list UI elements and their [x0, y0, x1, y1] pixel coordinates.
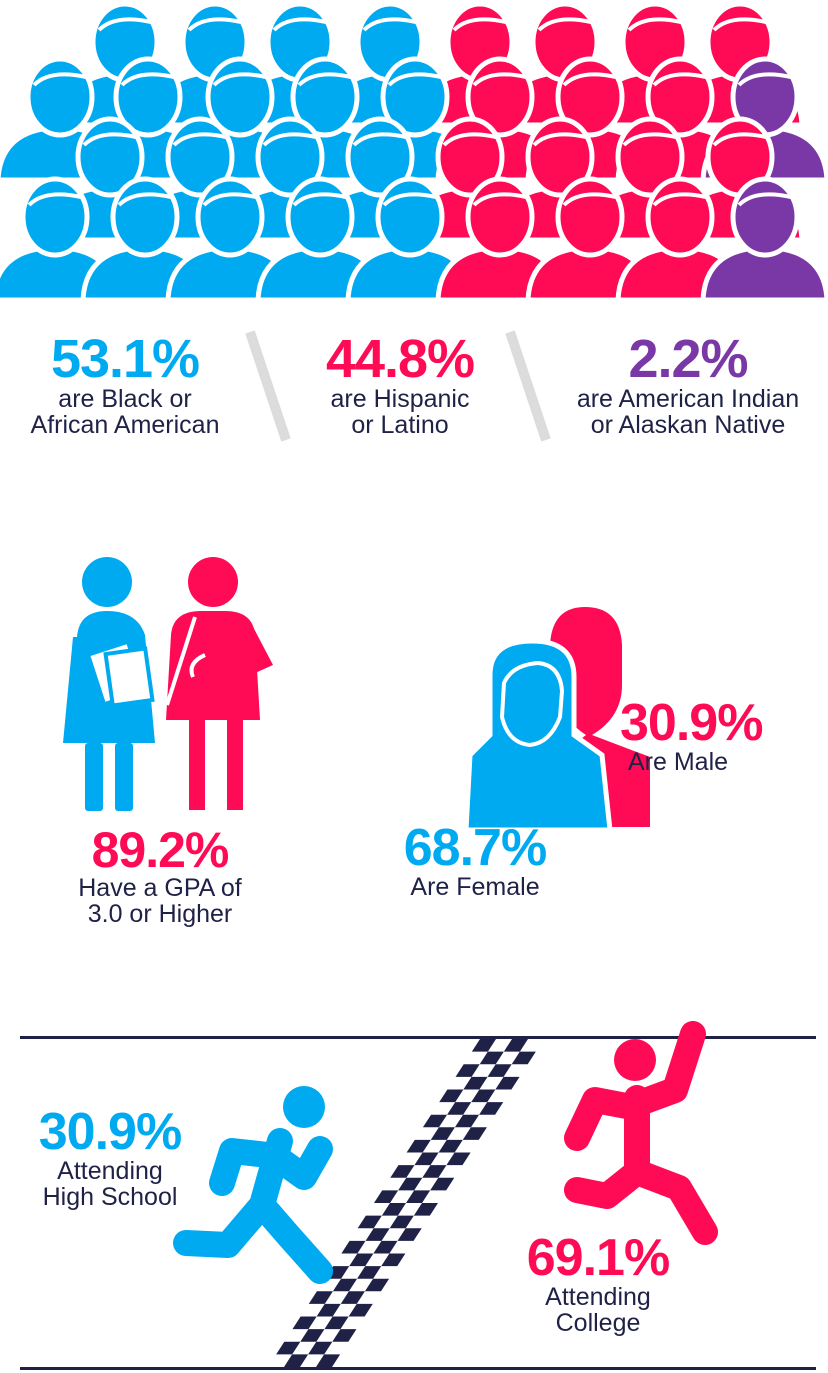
checker-square — [357, 1215, 382, 1229]
stat-college-percent: 69.1% — [526, 1229, 670, 1287]
stat-college-label-1: Attending — [545, 1283, 651, 1311]
checker-square — [463, 1076, 488, 1090]
divider-2 — [500, 330, 560, 442]
checker-square — [414, 1152, 439, 1166]
stat-high-school-label-2: High School — [42, 1183, 178, 1211]
checker-square — [390, 1165, 415, 1178]
checker-square — [364, 1278, 390, 1292]
checker-square — [292, 1316, 317, 1330]
checker-square — [374, 1190, 399, 1203]
runner-finish-icon — [564, 1021, 718, 1245]
runner-icon — [173, 1086, 333, 1284]
checker-square — [413, 1203, 438, 1216]
checker-square — [373, 1240, 398, 1254]
female-head-icon — [463, 638, 613, 830]
checker-square — [308, 1341, 333, 1355]
checker-square — [471, 1039, 496, 1052]
checker-square — [446, 1152, 471, 1166]
stat-college: 69.1% Attending College — [498, 1232, 698, 1336]
students-icon — [63, 557, 273, 811]
divider-1 — [240, 330, 300, 442]
checker-square — [381, 1203, 406, 1216]
stat-hispanic-label-1: are Hispanic — [330, 385, 470, 413]
stat-male: 30.9% Are Male — [620, 697, 820, 775]
checker-square — [340, 1291, 365, 1304]
stat-female: 68.7% Are Female — [380, 822, 570, 900]
stat-black-label-2: African American — [30, 411, 220, 439]
checker-square — [332, 1329, 357, 1342]
stat-female-percent: 68.7% — [403, 819, 547, 877]
checker-square — [487, 1064, 512, 1077]
stat-native: 2.2% are American Indian or Alaskan Nati… — [548, 332, 828, 438]
checker-square — [348, 1303, 373, 1317]
stat-hispanic-label-2: or Latino — [351, 411, 449, 439]
checker-square — [438, 1139, 463, 1153]
stat-native-percent: 2.2% — [628, 329, 748, 389]
checker-square — [406, 1190, 431, 1203]
stat-native-label-1: are American Indian — [576, 385, 800, 413]
checker-square — [511, 1051, 536, 1065]
crowd-illustration — [0, 1, 828, 310]
checker-square — [503, 1039, 528, 1052]
checker-square — [430, 1127, 455, 1140]
checker-square — [324, 1316, 349, 1330]
bottom-track-line — [20, 1367, 816, 1370]
stat-hispanic: 44.8% are Hispanic or Latino — [290, 332, 510, 438]
checker-square — [316, 1303, 341, 1317]
checker-square — [439, 1089, 464, 1103]
stat-black: 53.1% are Black or African American — [0, 332, 250, 438]
stat-gpa-label-1: Have a GPA of — [78, 874, 242, 902]
checker-square — [422, 1165, 447, 1178]
stat-male-label: Are Male — [628, 748, 729, 776]
checker-square — [332, 1278, 358, 1292]
checker-square — [389, 1215, 414, 1229]
checkered-flag-icon — [276, 1039, 536, 1367]
checker-square — [454, 1114, 480, 1128]
checker-square — [479, 1102, 504, 1115]
checker-square — [398, 1177, 423, 1191]
stat-gpa-percent: 89.2% — [91, 822, 230, 878]
person-silhouette-icon — [700, 176, 828, 303]
checker-square — [316, 1354, 341, 1367]
checker-square — [397, 1228, 422, 1241]
checker-square — [495, 1076, 520, 1090]
checker-square — [300, 1329, 325, 1342]
checker-square — [276, 1341, 301, 1355]
stat-native-label-2: or Alaskan Native — [590, 411, 786, 439]
stat-female-label: Are Female — [410, 873, 540, 901]
stat-gpa-label-2: 3.0 or Higher — [87, 900, 233, 928]
checker-square — [447, 1102, 472, 1115]
stat-hispanic-percent: 44.8% — [325, 329, 475, 389]
stat-college-label-2: College — [555, 1309, 641, 1337]
checker-square — [349, 1253, 374, 1267]
top-track-line — [20, 1036, 816, 1039]
stat-high-school: 30.9% Attending High School — [10, 1106, 210, 1210]
stat-male-percent: 30.9% — [620, 694, 763, 752]
checker-square — [422, 1114, 448, 1128]
checker-square — [308, 1291, 333, 1304]
checker-square — [471, 1089, 496, 1103]
gender-heads-illustration — [463, 607, 650, 830]
checker-square — [357, 1266, 382, 1279]
checker-square — [479, 1051, 504, 1065]
checker-square — [462, 1127, 487, 1140]
stat-high-school-percent: 30.9% — [38, 1103, 182, 1161]
checker-square — [381, 1253, 406, 1267]
checker-square — [455, 1064, 480, 1077]
stat-black-label-1: are Black or — [58, 385, 192, 413]
stat-black-percent: 53.1% — [50, 329, 200, 389]
stat-high-school-label-1: Attending — [57, 1157, 163, 1185]
checker-square — [365, 1228, 390, 1241]
stat-gpa: 89.2% Have a GPA of 3.0 or Higher — [40, 825, 280, 927]
checker-square — [284, 1354, 309, 1367]
checker-square — [430, 1177, 455, 1191]
checker-square — [341, 1240, 366, 1254]
checker-square — [406, 1139, 431, 1153]
